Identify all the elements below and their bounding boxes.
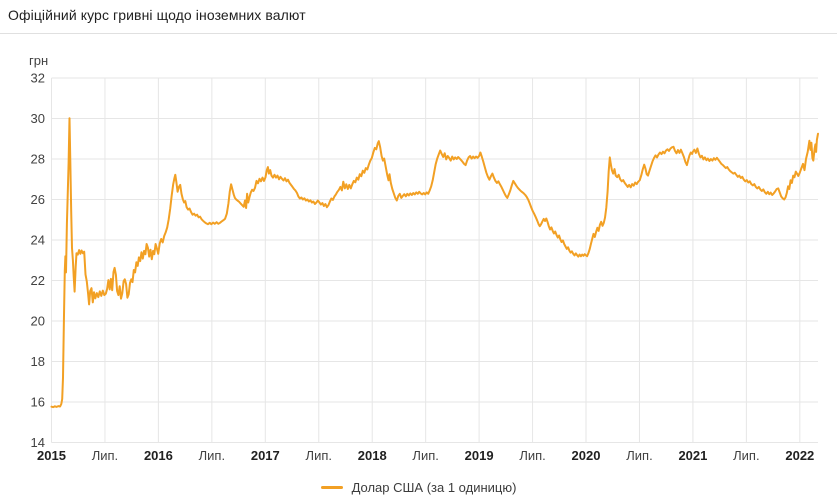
x-tick-label: Лип. [199, 448, 225, 463]
y-tick-label: 30 [31, 111, 45, 126]
x-tick-label: 2016 [144, 448, 173, 463]
y-tick-label: 16 [31, 395, 45, 410]
y-tick-label: 28 [31, 152, 45, 167]
y-tick-label: 18 [31, 354, 45, 369]
y-tick-label: 26 [31, 192, 45, 207]
y-tick-label: 22 [31, 273, 45, 288]
title-divider [0, 33, 837, 34]
x-tick-label: Лип. [519, 448, 545, 463]
x-tick-label: Лип. [412, 448, 438, 463]
y-tick-label: 24 [31, 233, 45, 248]
x-tick-label: Лип. [626, 448, 652, 463]
x-tick-label: 2017 [251, 448, 280, 463]
x-tick-label: Лип. [92, 448, 118, 463]
x-tick-label: 2022 [785, 448, 814, 463]
y-tick-label: 14 [31, 435, 45, 450]
x-tick-label: 2021 [678, 448, 707, 463]
x-tick-label: 2015 [37, 448, 66, 463]
x-tick-label: Лип. [733, 448, 759, 463]
y-tick-label: 32 [31, 71, 45, 86]
legend-line-swatch-icon [320, 486, 343, 489]
x-tick-label: 2018 [358, 448, 387, 463]
x-tick-label: 2019 [465, 448, 494, 463]
legend: Долар США (за 1 одиницю) [0, 480, 837, 495]
legend-series-label: Долар США (за 1 одиницю) [351, 480, 517, 495]
y-axis-title: грн [29, 53, 49, 68]
page-title: Офіційний курс гривні щодо іноземних вал… [8, 7, 306, 23]
x-tick-label: Лип. [306, 448, 332, 463]
y-tick-label: 20 [31, 314, 45, 329]
x-tick-label: 2020 [572, 448, 601, 463]
usd-rate-series-line [50, 117, 819, 409]
